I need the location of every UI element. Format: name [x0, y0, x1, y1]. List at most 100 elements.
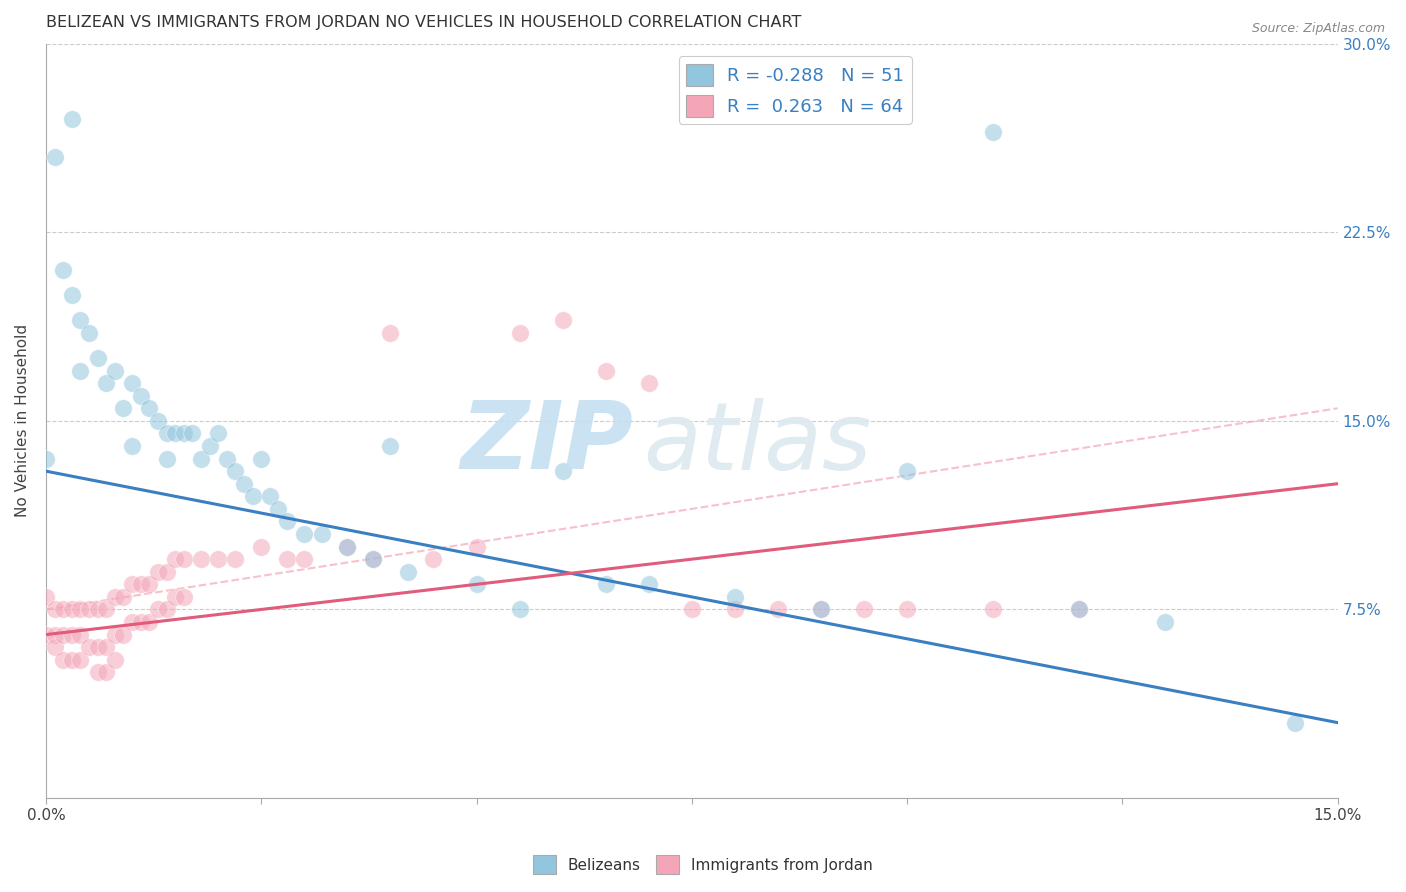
Point [173, 552, 195, 566]
Point [595, 363, 617, 377]
Point [465, 540, 488, 554]
Point [207, 552, 229, 566]
Point [77, 602, 100, 616]
Point [155, 426, 177, 441]
Point [60, 288, 83, 302]
Legend: R = -0.288   N = 51, R =  0.263   N = 64: R = -0.288 N = 51, R = 0.263 N = 64 [679, 56, 911, 124]
Point [138, 577, 160, 591]
Point [165, 552, 187, 566]
Point [311, 527, 333, 541]
Point [1069, 602, 1091, 616]
Point [595, 577, 617, 591]
Point [77, 640, 100, 655]
Point [165, 590, 187, 604]
Point [44, 627, 66, 641]
Point [129, 389, 152, 403]
Point [361, 552, 384, 566]
Point [181, 426, 204, 441]
Text: Source: ZipAtlas.com: Source: ZipAtlas.com [1251, 22, 1385, 36]
Point [259, 489, 281, 503]
Point [190, 552, 212, 566]
Point [96, 376, 118, 391]
Point [44, 602, 66, 616]
Point [138, 615, 160, 629]
Point [250, 540, 273, 554]
Point [165, 426, 187, 441]
Point [896, 464, 918, 478]
Point [60, 112, 83, 127]
Point [155, 451, 177, 466]
Point [224, 464, 246, 478]
Point [380, 326, 402, 340]
Point [215, 451, 238, 466]
Point [422, 552, 444, 566]
Point [52, 263, 75, 277]
Point [681, 602, 703, 616]
Point [146, 414, 169, 428]
Point [146, 565, 169, 579]
Point [96, 640, 118, 655]
Point [509, 602, 531, 616]
Point [198, 439, 221, 453]
Point [69, 363, 91, 377]
Point [104, 653, 127, 667]
Point [129, 577, 152, 591]
Point [207, 426, 229, 441]
Point [724, 590, 747, 604]
Point [112, 627, 135, 641]
Point [146, 602, 169, 616]
Point [551, 464, 574, 478]
Point [276, 552, 298, 566]
Point [724, 602, 747, 616]
Point [267, 501, 290, 516]
Point [336, 540, 359, 554]
Point [224, 552, 246, 566]
Point [52, 602, 75, 616]
Point [810, 602, 832, 616]
Legend: Belizeans, Immigrants from Jordan: Belizeans, Immigrants from Jordan [527, 849, 879, 880]
Point [396, 565, 419, 579]
Y-axis label: No Vehicles in Household: No Vehicles in Household [15, 325, 30, 517]
Point [121, 577, 143, 591]
Point [242, 489, 264, 503]
Point [86, 602, 108, 616]
Point [112, 401, 135, 416]
Point [44, 150, 66, 164]
Point [509, 326, 531, 340]
Point [104, 627, 127, 641]
Point [361, 552, 384, 566]
Point [1154, 615, 1177, 629]
Point [104, 590, 127, 604]
Point [190, 451, 212, 466]
Point [551, 313, 574, 327]
Point [465, 577, 488, 591]
Point [233, 476, 256, 491]
Point [155, 565, 177, 579]
Point [86, 640, 108, 655]
Point [86, 665, 108, 680]
Text: BELIZEAN VS IMMIGRANTS FROM JORDAN NO VEHICLES IN HOUSEHOLD CORRELATION CHART: BELIZEAN VS IMMIGRANTS FROM JORDAN NO VE… [46, 15, 801, 30]
Point [896, 602, 918, 616]
Point [138, 401, 160, 416]
Point [1069, 602, 1091, 616]
Point [1284, 715, 1306, 730]
Point [250, 451, 273, 466]
Point [60, 653, 83, 667]
Point [69, 627, 91, 641]
Point [981, 125, 1004, 139]
Point [121, 439, 143, 453]
Point [52, 653, 75, 667]
Point [637, 376, 659, 391]
Point [104, 363, 127, 377]
Point [96, 602, 118, 616]
Point [380, 439, 402, 453]
Point [766, 602, 789, 616]
Point [35, 451, 58, 466]
Point [35, 590, 58, 604]
Point [173, 426, 195, 441]
Point [35, 627, 58, 641]
Point [44, 640, 66, 655]
Point [853, 602, 876, 616]
Point [69, 653, 91, 667]
Point [129, 615, 152, 629]
